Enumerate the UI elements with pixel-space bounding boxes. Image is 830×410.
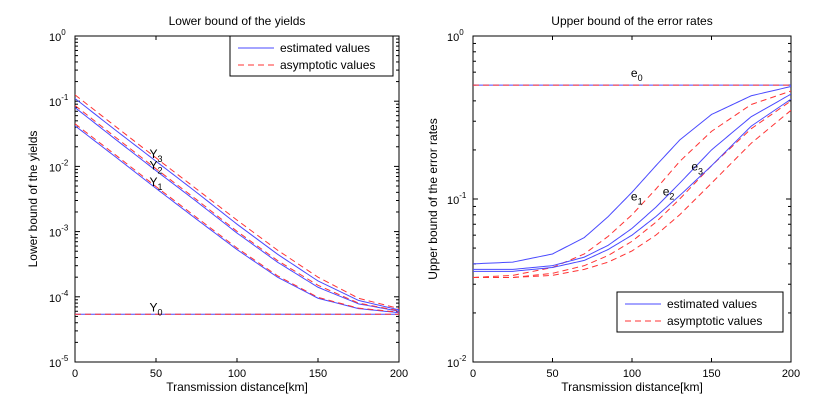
x-tick-label: 0 [72, 368, 78, 380]
legend-label: asymptotic values [667, 314, 762, 328]
x-tick-label: 100 [228, 368, 246, 380]
legend-label: asymptotic values [280, 58, 375, 72]
series-line-y2-estimated [75, 107, 399, 312]
series-line-y1-asymptotic [75, 123, 399, 313]
series-line-y2-asymptotic [75, 105, 399, 312]
x-tick-label: 0 [470, 368, 476, 380]
x-tick-label: 200 [390, 368, 408, 380]
y-tick-label: 10-1 [447, 191, 467, 207]
series-line-e2-asymptotic [473, 100, 791, 278]
legend-box [616, 291, 784, 333]
legend: estimated values asymptotic values [229, 35, 394, 77]
plot-area-frame [74, 35, 400, 363]
y-tick-label: 100 [49, 28, 66, 44]
legend-label: estimated values [280, 41, 370, 55]
x-tick-label: 100 [623, 368, 641, 380]
series-line-e3-estimated [473, 98, 791, 272]
x-tick-label: 150 [702, 368, 720, 380]
legend-label: estimated values [667, 297, 757, 311]
series-line-e2-estimated [473, 93, 791, 270]
y-axis-label: Upper bound of the error rates [426, 118, 440, 279]
chart-title: Lower bound of the yields [169, 14, 306, 28]
legend: estimated values asymptotic values [616, 291, 784, 333]
curve-annotation: e1 [631, 189, 643, 206]
x-tick-label: 200 [782, 368, 800, 380]
series-line-y1-estimated [75, 125, 399, 314]
curve-annotation: e3 [691, 159, 703, 176]
y-tick-label: 10-2 [447, 354, 467, 370]
y-axis-label: Lower bound of the yields [26, 131, 40, 268]
curve-annotation: Y3 [149, 147, 162, 164]
curve-annotation: Y1 [149, 175, 162, 192]
series-group [75, 94, 399, 315]
y-tick-label: 10-3 [49, 224, 69, 240]
y-tick-label: 10-1 [49, 93, 69, 109]
series-line-e1-estimated [473, 86, 791, 265]
series-group [473, 84, 791, 278]
yields-chart-panel: 0 50 100 150 200 10-5 10-4 10-3 10-2 10-1 100 Lower… [26, 14, 408, 394]
x-axis-label: Transmission distance[km] [561, 380, 703, 394]
curve-annotation: Y0 [149, 301, 162, 318]
x-axis-label: Transmission distance[km] [166, 380, 308, 394]
y-tick-label: 10-5 [49, 354, 69, 370]
series-line-y3-asymptotic [75, 94, 399, 310]
x-tick-label: 150 [309, 368, 327, 380]
x-tick-label: 50 [546, 368, 558, 380]
y-tick-label: 100 [447, 28, 464, 44]
x-tick-label: 50 [150, 368, 162, 380]
series-line-y3-estimated [75, 98, 399, 311]
series-line-e3-asymptotic [473, 109, 791, 278]
error-rates-chart-panel: 0 50 100 150 200 10-2 10-1 100 Upper bound of th… [426, 14, 800, 394]
curve-annotation: e0 [631, 66, 643, 83]
chart-title: Upper bound of the error rates [551, 14, 712, 28]
y-tick-label: 10-4 [49, 289, 69, 305]
y-tick-label: 10-2 [49, 158, 69, 174]
curve-annotation: Y2 [149, 158, 162, 175]
legend-box [229, 35, 394, 77]
curve-annotation: e2 [663, 185, 675, 202]
